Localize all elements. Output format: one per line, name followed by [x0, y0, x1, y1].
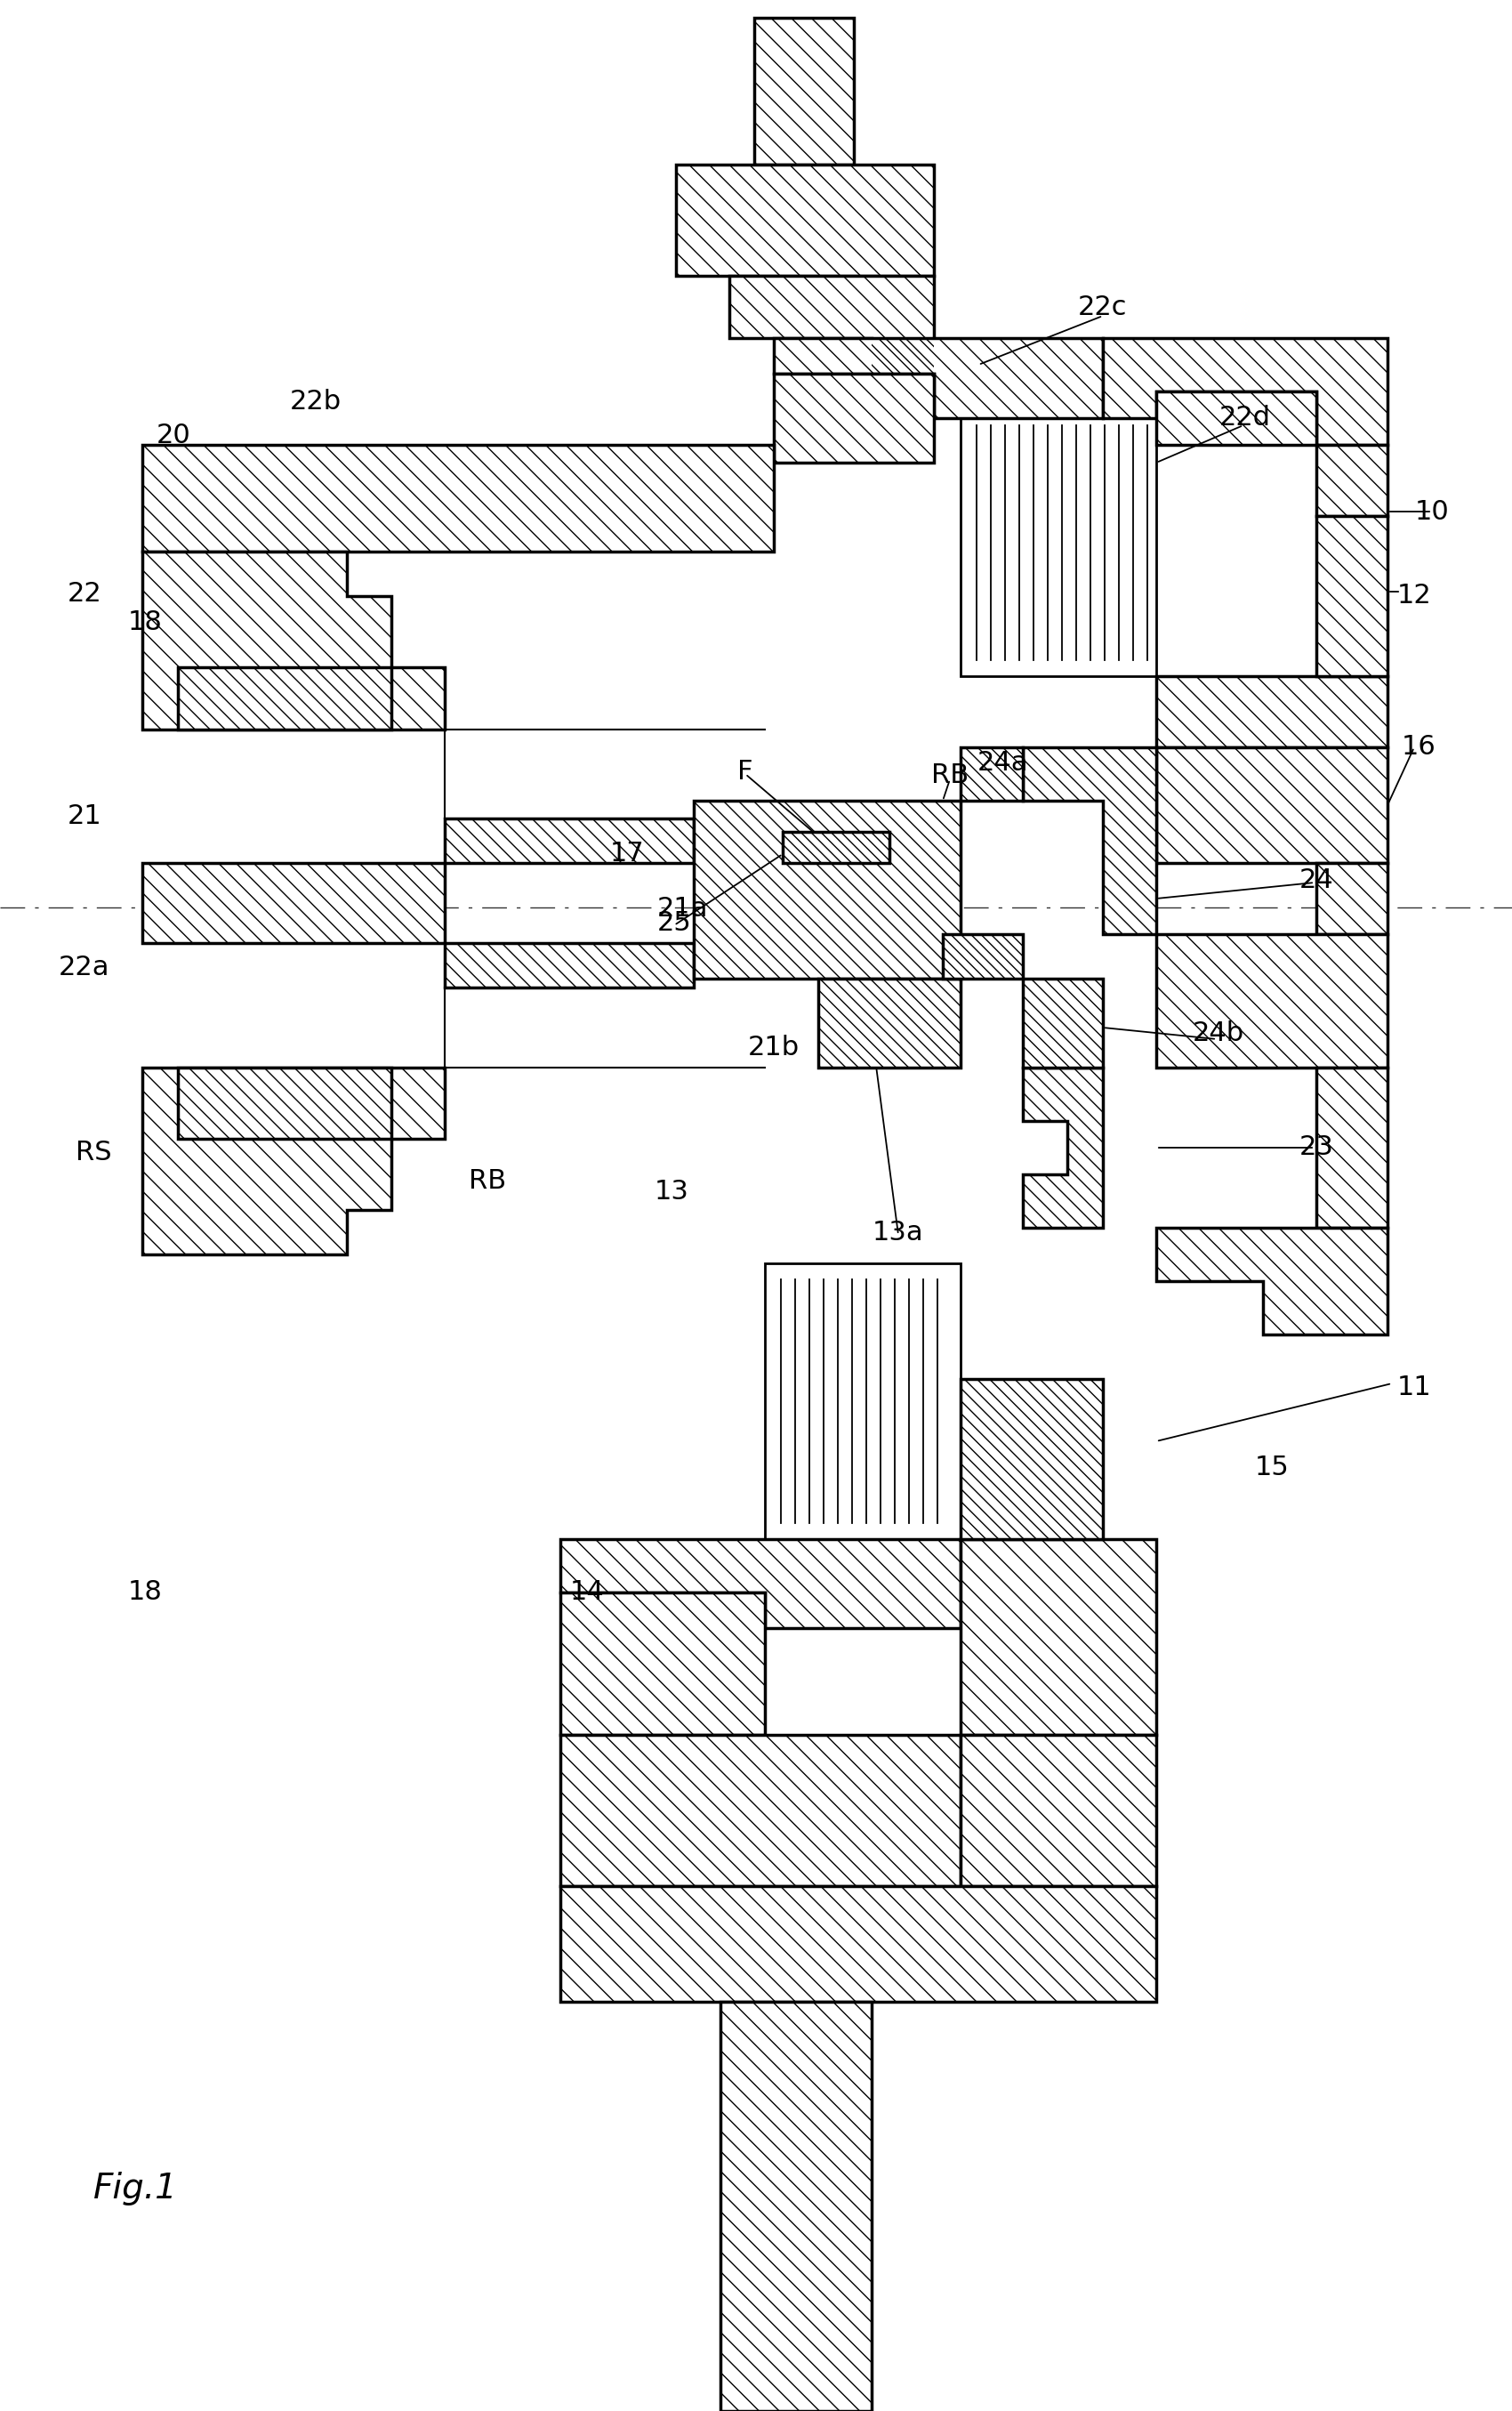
Polygon shape — [1157, 391, 1317, 446]
Polygon shape — [1157, 1227, 1388, 1336]
Text: 24b: 24b — [1193, 1020, 1244, 1046]
Text: 16: 16 — [1402, 735, 1436, 759]
Text: 12: 12 — [1397, 583, 1432, 610]
Text: 20: 20 — [156, 422, 191, 448]
Polygon shape — [1317, 863, 1388, 933]
Polygon shape — [818, 979, 960, 1068]
Polygon shape — [774, 374, 934, 463]
Polygon shape — [445, 943, 694, 989]
Polygon shape — [960, 747, 1022, 800]
Polygon shape — [1317, 516, 1388, 675]
Polygon shape — [178, 668, 392, 731]
Text: 18: 18 — [127, 1579, 162, 1606]
Text: 24: 24 — [1299, 868, 1334, 894]
Text: 21: 21 — [67, 803, 101, 829]
Text: 24a: 24a — [978, 750, 1028, 776]
Text: 13: 13 — [655, 1179, 689, 1206]
Text: 22a: 22a — [59, 955, 110, 981]
Polygon shape — [960, 1538, 1157, 1736]
Text: F: F — [738, 759, 753, 786]
Text: 22c: 22c — [1078, 294, 1128, 321]
Text: 15: 15 — [1255, 1456, 1290, 1480]
Text: RB: RB — [469, 1169, 507, 1193]
Polygon shape — [694, 800, 960, 979]
Polygon shape — [783, 832, 889, 863]
Polygon shape — [960, 1736, 1157, 1885]
Polygon shape — [1022, 747, 1157, 933]
Polygon shape — [142, 863, 445, 943]
Text: 11: 11 — [1397, 1374, 1432, 1401]
Polygon shape — [142, 1068, 445, 1254]
Text: RS: RS — [76, 1140, 112, 1165]
Polygon shape — [729, 275, 934, 374]
Text: 21a: 21a — [658, 897, 709, 921]
Text: 22: 22 — [67, 581, 101, 608]
Polygon shape — [1022, 979, 1102, 1068]
Text: RB: RB — [931, 762, 969, 788]
Polygon shape — [1157, 747, 1388, 863]
Polygon shape — [1102, 338, 1388, 446]
Text: Fig.1: Fig.1 — [94, 2172, 178, 2206]
Text: 10: 10 — [1415, 499, 1448, 526]
Polygon shape — [676, 164, 934, 275]
Polygon shape — [765, 1263, 960, 1538]
Text: 23: 23 — [1299, 1136, 1334, 1160]
Polygon shape — [1317, 1068, 1388, 1227]
Polygon shape — [774, 338, 1102, 417]
Polygon shape — [1317, 446, 1388, 516]
Text: 14: 14 — [570, 1579, 605, 1606]
Polygon shape — [720, 2001, 871, 2411]
Text: 25: 25 — [656, 911, 691, 935]
Polygon shape — [943, 933, 1022, 979]
Polygon shape — [142, 552, 445, 731]
Polygon shape — [561, 1736, 960, 1885]
Polygon shape — [142, 446, 774, 552]
Polygon shape — [1157, 675, 1388, 747]
Polygon shape — [1022, 1068, 1102, 1227]
Polygon shape — [561, 1885, 1157, 2001]
Polygon shape — [960, 410, 1157, 675]
Polygon shape — [1157, 933, 1388, 1068]
Text: 13a: 13a — [872, 1220, 924, 1244]
Text: 21b: 21b — [748, 1034, 800, 1061]
Polygon shape — [561, 1594, 765, 1736]
Text: 18: 18 — [127, 610, 162, 637]
Polygon shape — [178, 1068, 392, 1138]
Polygon shape — [561, 1538, 960, 1627]
Polygon shape — [960, 1379, 1102, 1538]
Polygon shape — [445, 817, 694, 863]
Polygon shape — [754, 17, 854, 164]
Text: 22b: 22b — [290, 388, 342, 415]
Text: 17: 17 — [609, 841, 644, 868]
Text: 22d: 22d — [1219, 405, 1272, 432]
